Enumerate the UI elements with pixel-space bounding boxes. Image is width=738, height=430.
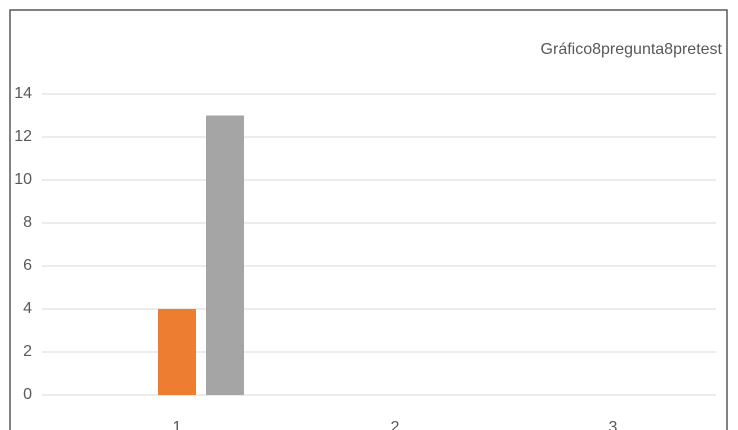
x-tick-label: 2: [391, 419, 400, 430]
y-tick-label: 10: [14, 171, 32, 188]
y-tick-label: 6: [23, 257, 32, 274]
y-tick-label: 0: [23, 386, 32, 403]
y-tick-label: 4: [23, 300, 32, 317]
x-tick-label: 1: [173, 419, 182, 430]
chart-frame: [9, 9, 728, 430]
bar: [206, 115, 244, 395]
x-tick-label: 3: [609, 419, 618, 430]
y-tick-label: 12: [14, 128, 32, 145]
y-tick-label: 14: [14, 85, 32, 102]
y-tick-label: 2: [23, 343, 32, 360]
y-tick-label: 8: [23, 214, 32, 231]
bar: [158, 309, 196, 395]
chart-title: Gráfico8pregunta8pretest: [541, 41, 723, 58]
